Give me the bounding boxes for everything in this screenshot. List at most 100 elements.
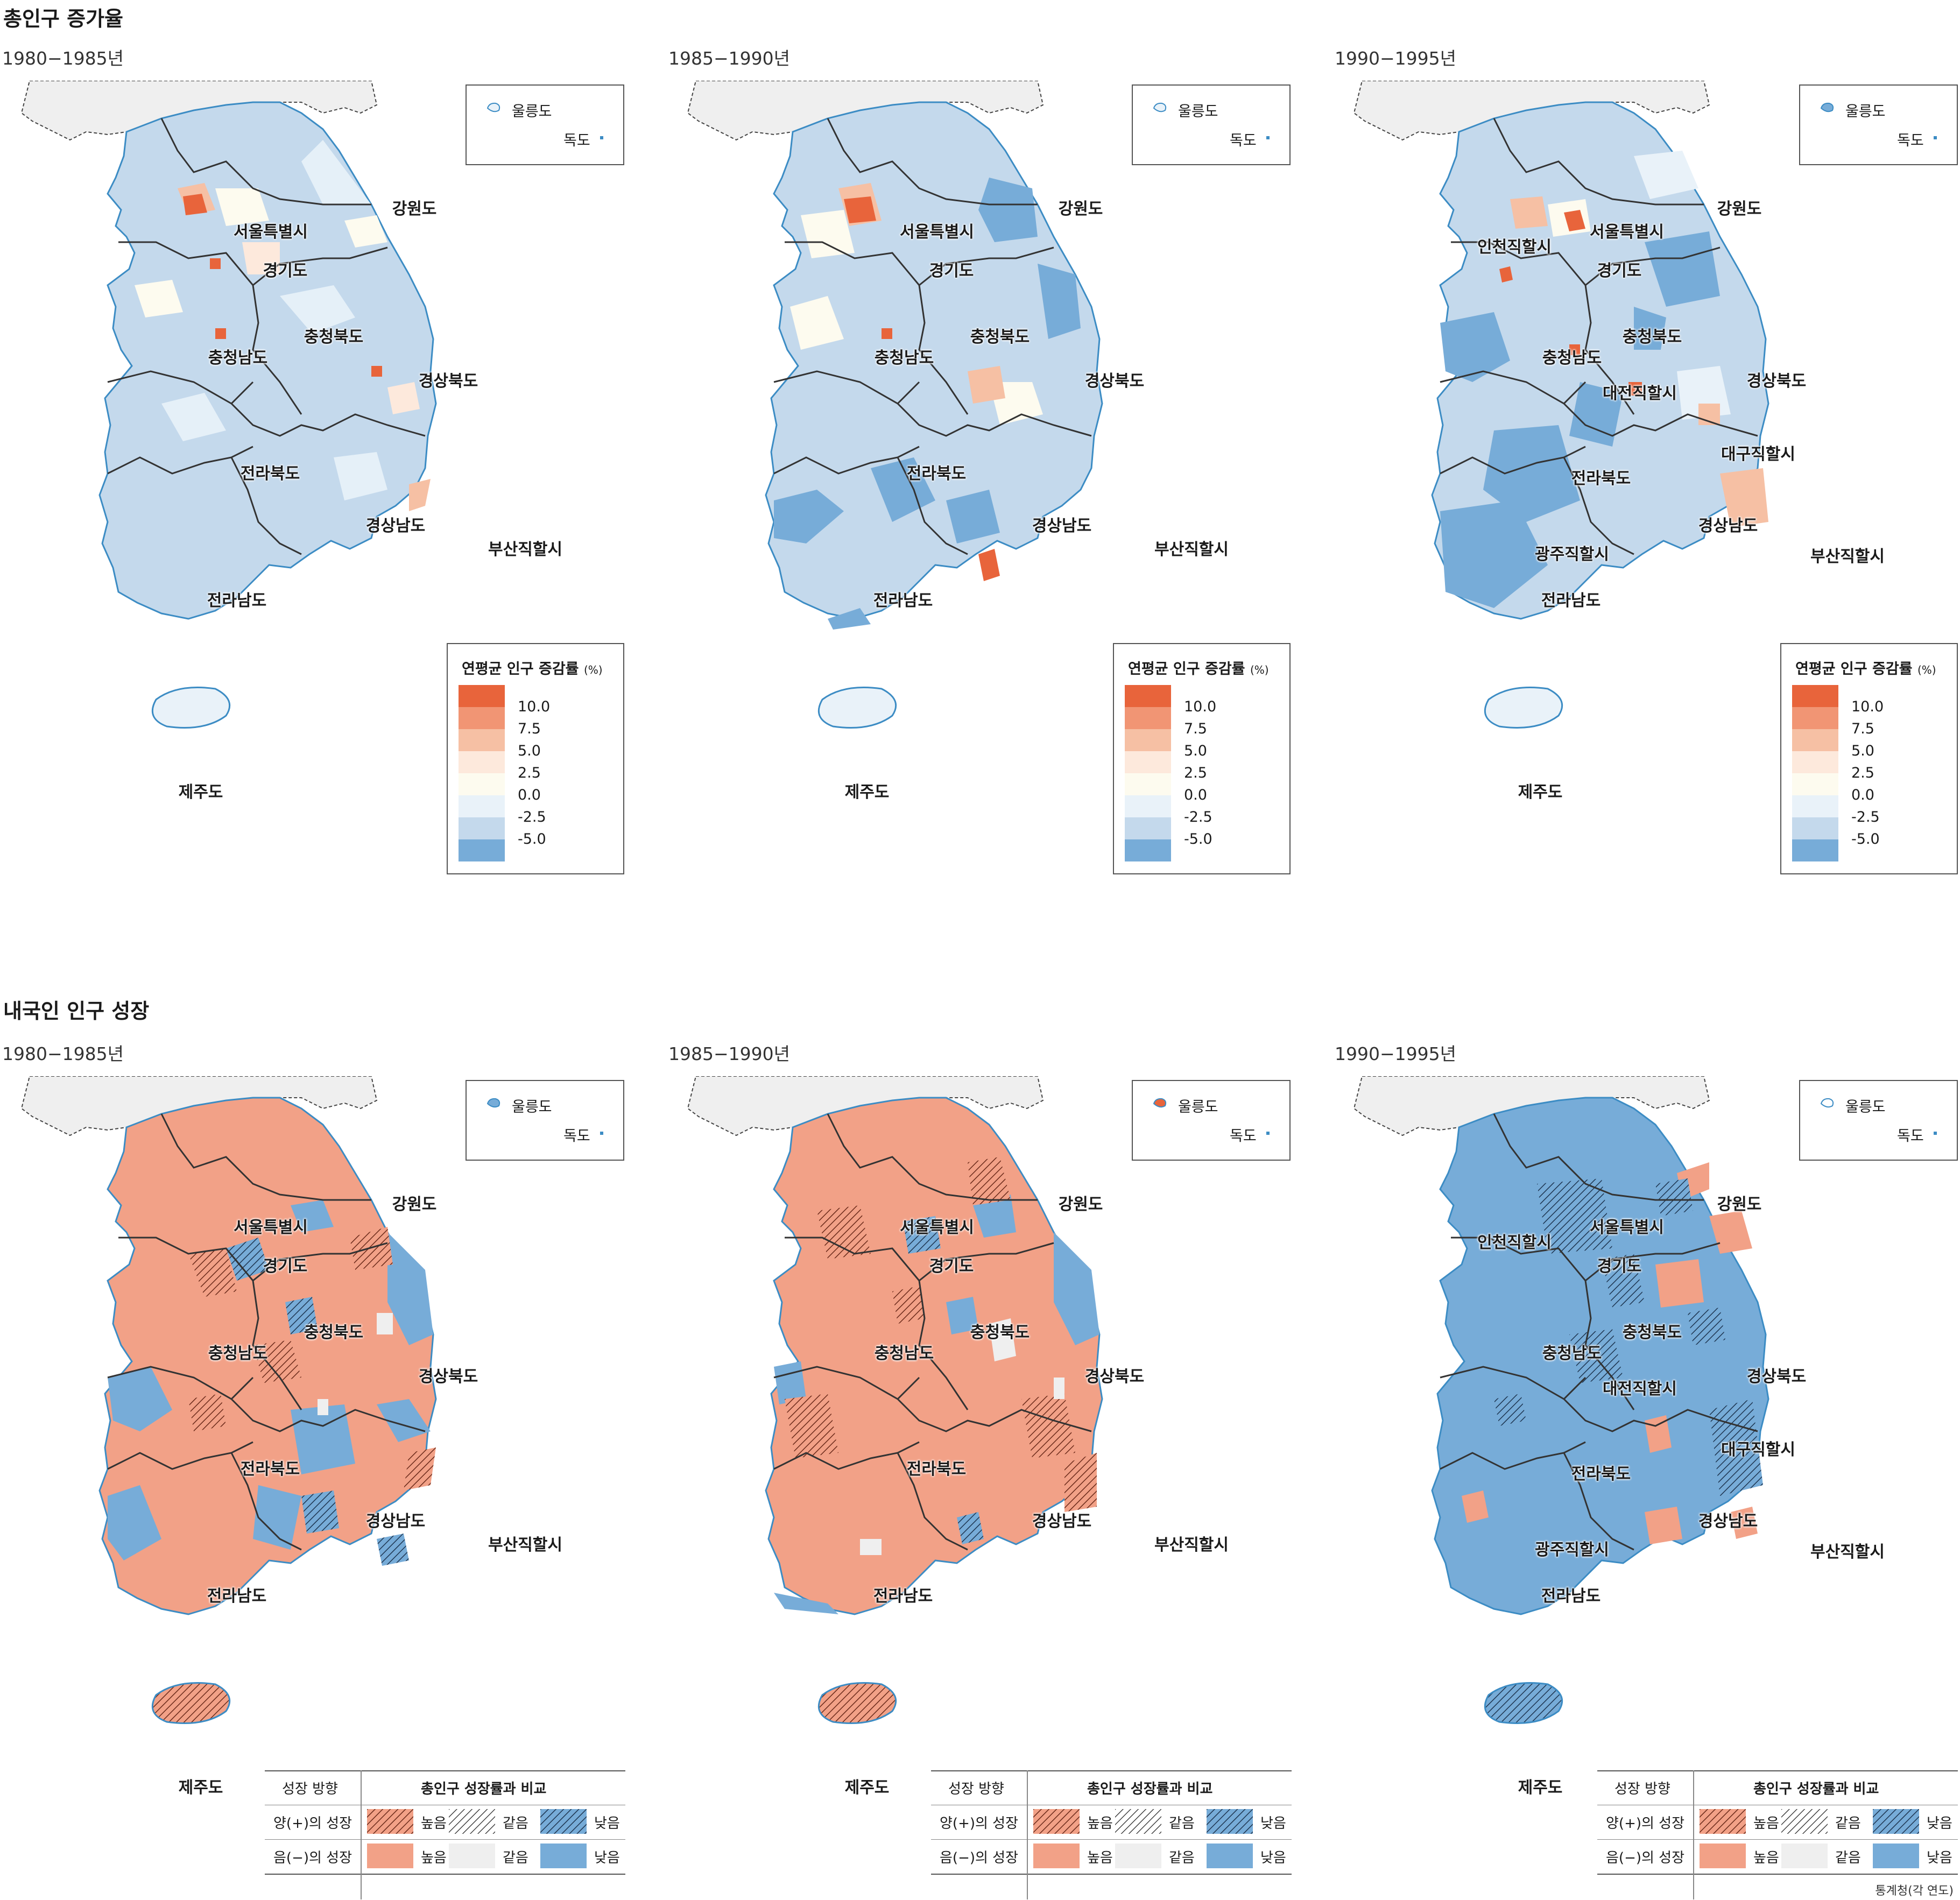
region-label-chungbuk: 충청북도	[304, 328, 364, 347]
section2-title: 내국인 인구 성장	[3, 999, 150, 1023]
ulleung-inset: 울릉도 독도	[1799, 84, 1958, 165]
legend-swatch-4	[1792, 751, 1838, 773]
ulleung-label: 울릉도	[1178, 103, 1218, 120]
legend-tick: 5.0	[1851, 743, 1874, 759]
legend-swatch-2	[459, 707, 505, 729]
ulleung-label: 울릉도	[1178, 1099, 1218, 1115]
legend-header-direction: 성장 방향	[948, 1781, 1004, 1797]
legend-swatch-5	[1792, 773, 1838, 795]
legend-tick: 2.5	[1851, 765, 1874, 781]
region-label-chungnam: 충청남도	[874, 1344, 934, 1363]
region-label-gangwon: 강원도	[392, 1195, 437, 1214]
region-label-gwangju: 광주직할시	[1535, 545, 1609, 564]
region-label-gyeongnam: 경상남도	[1032, 1512, 1092, 1531]
ulleung-inset: 울릉도 독도	[1132, 84, 1291, 165]
legend-unit: (%)	[583, 663, 603, 676]
ulleung-island-icon	[1153, 102, 1167, 112]
dokdo-island-icon	[600, 136, 603, 139]
legend-swatch-5	[1125, 773, 1171, 795]
region-label-busan: 부산직할시	[488, 540, 562, 559]
legend-swatch-3	[1792, 729, 1838, 751]
dokdo-label: 독도	[1230, 132, 1257, 149]
region-label-jeju: 제주도	[844, 783, 890, 802]
region-label-busan: 부산직할시	[1154, 1536, 1229, 1555]
ulleung-island-icon	[1820, 102, 1834, 112]
legend-growth-rate: 연평균 인구 증감률 (%) 10.0 7.5 5.0 2.5 0.0 -2.5…	[1113, 643, 1291, 874]
map-panel-domestic-1980-1985: 1980−1985년	[0, 995, 646, 1899]
legend-header-compare: 총인구 성장률과 비교	[1087, 1781, 1213, 1797]
region-label-gyeongnam: 경상남도	[365, 517, 426, 535]
region-label-busan: 부산직할시	[488, 1536, 562, 1555]
dokdo-island-icon	[1934, 1132, 1937, 1135]
region-label-chungbuk: 충청북도	[970, 1323, 1030, 1342]
legend-label-lower: 낮음	[1927, 1816, 1952, 1832]
legend-swatch-7	[459, 817, 505, 839]
legend-swatch-negative-same	[449, 1844, 495, 1868]
legend-tick: -5.0	[518, 831, 546, 847]
legend-label-same: 같음	[1169, 1850, 1195, 1866]
legend-tick: -5.0	[1184, 831, 1212, 847]
legend-swatch-2	[1792, 707, 1838, 729]
legend-header-direction: 성장 방향	[1614, 1781, 1670, 1797]
region-label-jeonbuk: 전라북도	[1571, 469, 1631, 488]
legend-tick: 10.0	[1851, 698, 1884, 715]
dokdo-label: 독도	[563, 1128, 590, 1145]
legend-swatch-4	[459, 751, 505, 773]
map-panel-domestic-1985-1990: 1985−1990년	[666, 995, 1312, 1899]
period-label: 1990−1995년	[1335, 1043, 1456, 1064]
legend-tick: -2.5	[518, 809, 546, 825]
legend-tick: 5.0	[518, 743, 541, 759]
region-label-gangwon: 강원도	[392, 200, 437, 218]
legend-tick: 2.5	[1184, 765, 1207, 781]
region-label-gyeongbuk: 경상북도	[1746, 1367, 1807, 1386]
legend-tick: 7.5	[518, 721, 541, 737]
ulleung-island-icon	[487, 102, 500, 112]
legend-swatch-negative-lower	[1873, 1844, 1919, 1868]
legend-label-lower: 낮음	[594, 1816, 620, 1832]
ulleung-island-icon	[1153, 1098, 1167, 1108]
period-label: 1985−1990년	[668, 1043, 790, 1064]
legend-swatch-1	[1792, 685, 1838, 707]
legend-tick: 0.0	[1184, 787, 1207, 803]
dokdo-island-icon	[1934, 136, 1937, 139]
region-label-jeju: 제주도	[1518, 1778, 1563, 1797]
legend-tick: -5.0	[1851, 831, 1880, 847]
region-label-gyeongbuk: 경상북도	[418, 372, 478, 391]
section1-title: 총인구 증가율	[3, 7, 123, 31]
legend-label-same: 같음	[503, 1816, 528, 1832]
legend-label-higher: 높음	[421, 1850, 447, 1866]
legend-growth-rate: 연평균 인구 증감률 (%) 10.0 7.5 5.0 2.5 0.0 -2.5…	[447, 643, 624, 874]
map-panel-total-1990-1995: 1990−1995년	[1332, 0, 1960, 915]
period-label: 1990−1995년	[1335, 48, 1456, 69]
legend-swatch-1	[459, 685, 505, 707]
region-label-gyeongbuk: 경상북도	[1084, 372, 1145, 391]
dokdo-island-icon	[1266, 136, 1270, 139]
legend-label-higher: 높음	[1087, 1816, 1113, 1832]
region-label-gyeongnam: 경상남도	[365, 1512, 426, 1531]
legend-swatch-6	[1792, 795, 1838, 817]
legend-swatch-2	[1125, 707, 1171, 729]
legend-swatch-positive-same	[1115, 1809, 1161, 1834]
legend-header-compare: 총인구 성장률과 비교	[421, 1781, 547, 1797]
region-label-gyeongnam: 경상남도	[1032, 517, 1092, 535]
legend-swatch-6	[459, 795, 505, 817]
legend-swatch-7	[1792, 817, 1838, 839]
legend-swatch-8	[1792, 839, 1838, 861]
region-label-incheon: 인천직할시	[1477, 1233, 1552, 1252]
legend-row-positive: 양(+)의 성장	[273, 1816, 352, 1832]
region-label-jeju: 제주도	[178, 783, 223, 802]
region-label-chungbuk: 충청북도	[970, 328, 1030, 347]
legend-swatch-8	[459, 839, 505, 861]
region-label-gyeonggi: 경기도	[1597, 262, 1642, 280]
region-label-jeonbuk: 전라북도	[240, 464, 300, 483]
ulleung-label: 울릉도	[1845, 103, 1886, 120]
region-label-seoul: 서울특별시	[1590, 1218, 1664, 1237]
legend-swatch-negative-same	[1781, 1844, 1828, 1868]
source-note: 통계청(각 연도)	[1875, 1884, 1954, 1898]
ulleung-island-icon	[1820, 1098, 1834, 1108]
region-label-incheon: 인천직할시	[1477, 238, 1552, 257]
region-label-jeonnam: 전라남도	[1541, 1587, 1601, 1606]
legend-label-higher: 높음	[421, 1816, 447, 1832]
region-label-gyeongbuk: 경상북도	[418, 1367, 478, 1386]
legend-swatch-3	[459, 729, 505, 751]
